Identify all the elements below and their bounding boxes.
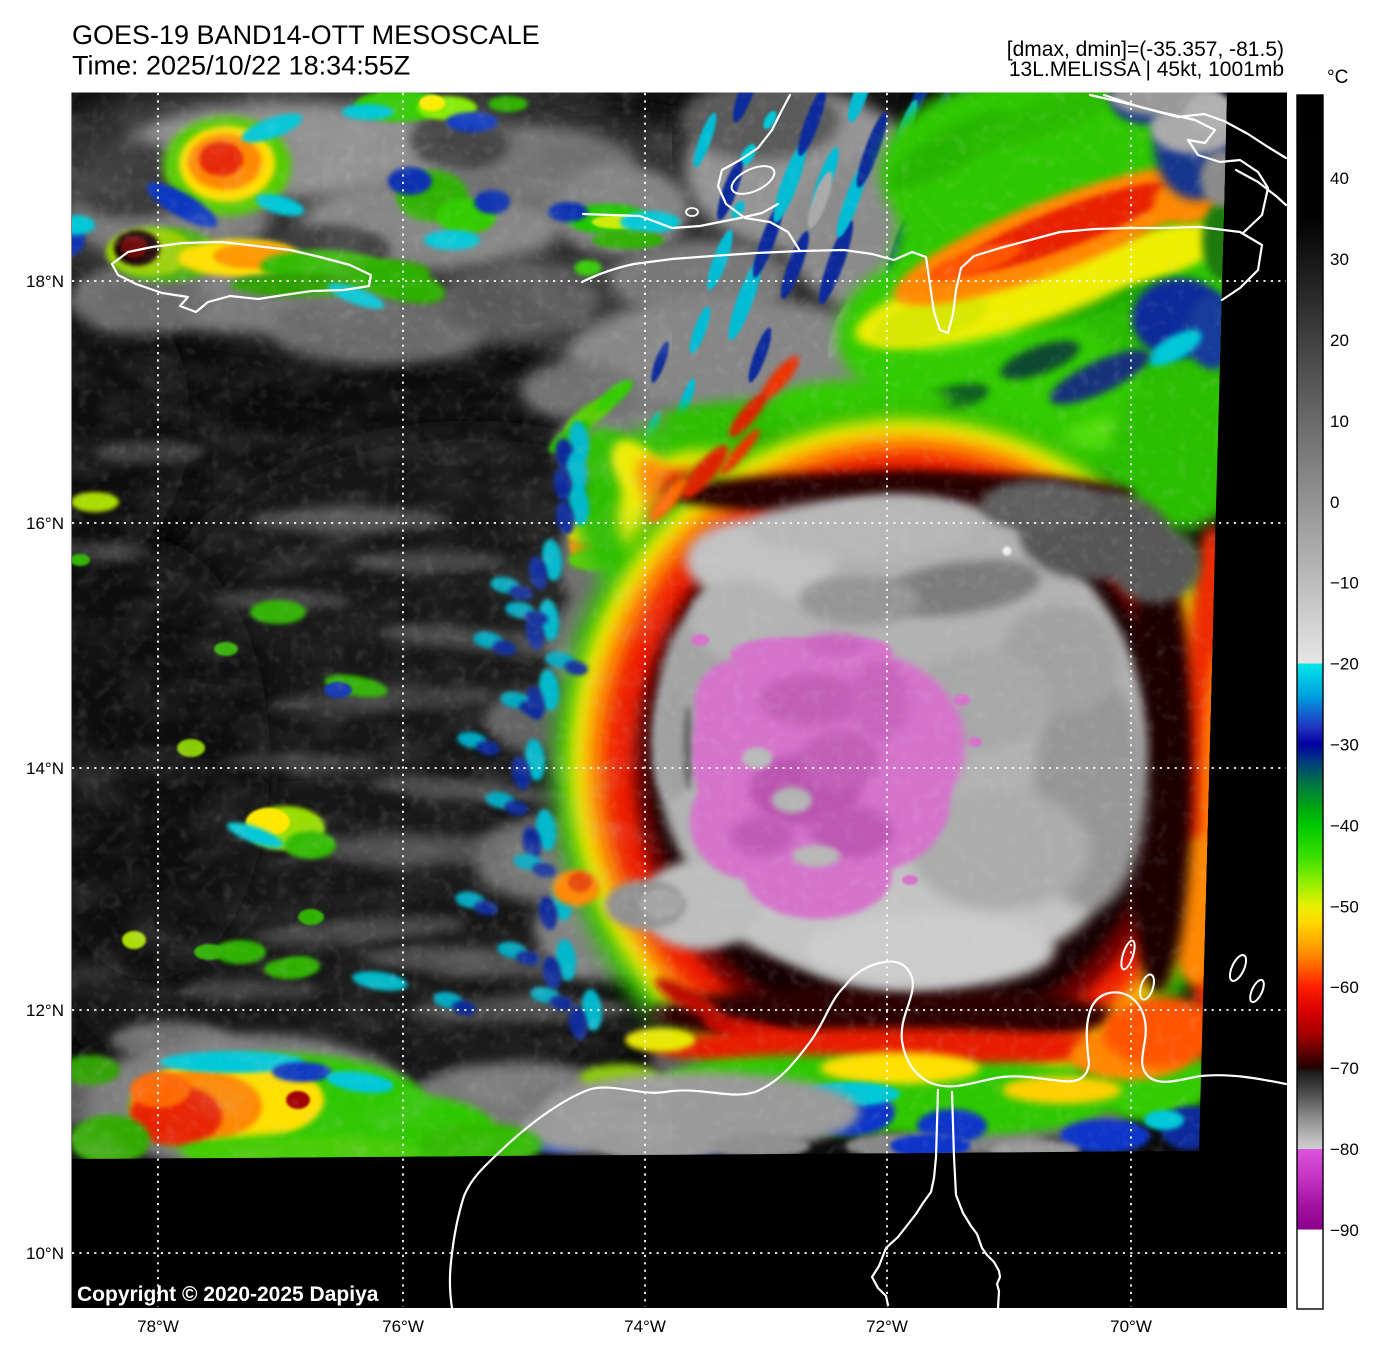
svg-text:−30: −30 (1330, 736, 1359, 755)
svg-text:10°N: 10°N (26, 1244, 64, 1263)
svg-text:−10: −10 (1330, 574, 1359, 593)
svg-text:70°W: 70°W (1110, 1317, 1152, 1336)
svg-text:16°N: 16°N (26, 514, 64, 533)
svg-text:[dmax, dmin]=(-35.357, -81.5): [dmax, dmin]=(-35.357, -81.5) (1007, 38, 1284, 61)
svg-text:12°N: 12°N (26, 1001, 64, 1020)
svg-text:74°W: 74°W (624, 1317, 666, 1336)
svg-text:18°N: 18°N (26, 272, 64, 291)
svg-text:GOES-19 BAND14-OTT MESOSCALE: GOES-19 BAND14-OTT MESOSCALE (72, 20, 540, 50)
svg-text:30: 30 (1330, 250, 1349, 269)
svg-text:Copyright © 2020-2025 Dapiya: Copyright © 2020-2025 Dapiya (77, 1283, 379, 1306)
svg-text:14°N: 14°N (26, 759, 64, 778)
svg-text:78°W: 78°W (137, 1317, 179, 1336)
svg-text:−90: −90 (1330, 1221, 1359, 1240)
svg-text:−40: −40 (1330, 816, 1359, 835)
svg-text:20: 20 (1330, 331, 1349, 350)
svg-text:40: 40 (1330, 169, 1349, 188)
svg-text:°C: °C (1327, 67, 1348, 88)
svg-text:0: 0 (1330, 493, 1339, 512)
svg-text:−60: −60 (1330, 978, 1359, 997)
svg-text:−80: −80 (1330, 1140, 1359, 1159)
svg-text:76°W: 76°W (382, 1317, 424, 1336)
svg-text:72°W: 72°W (866, 1317, 908, 1336)
svg-text:10: 10 (1330, 412, 1349, 431)
svg-text:−20: −20 (1330, 655, 1359, 674)
svg-text:Time: 2025/10/22 18:34:55Z: Time: 2025/10/22 18:34:55Z (72, 51, 410, 81)
svg-text:−50: −50 (1330, 897, 1359, 916)
svg-text:−70: −70 (1330, 1059, 1359, 1078)
svg-text:13L.MELISSA | 45kt, 1001mb: 13L.MELISSA | 45kt, 1001mb (1009, 58, 1284, 81)
